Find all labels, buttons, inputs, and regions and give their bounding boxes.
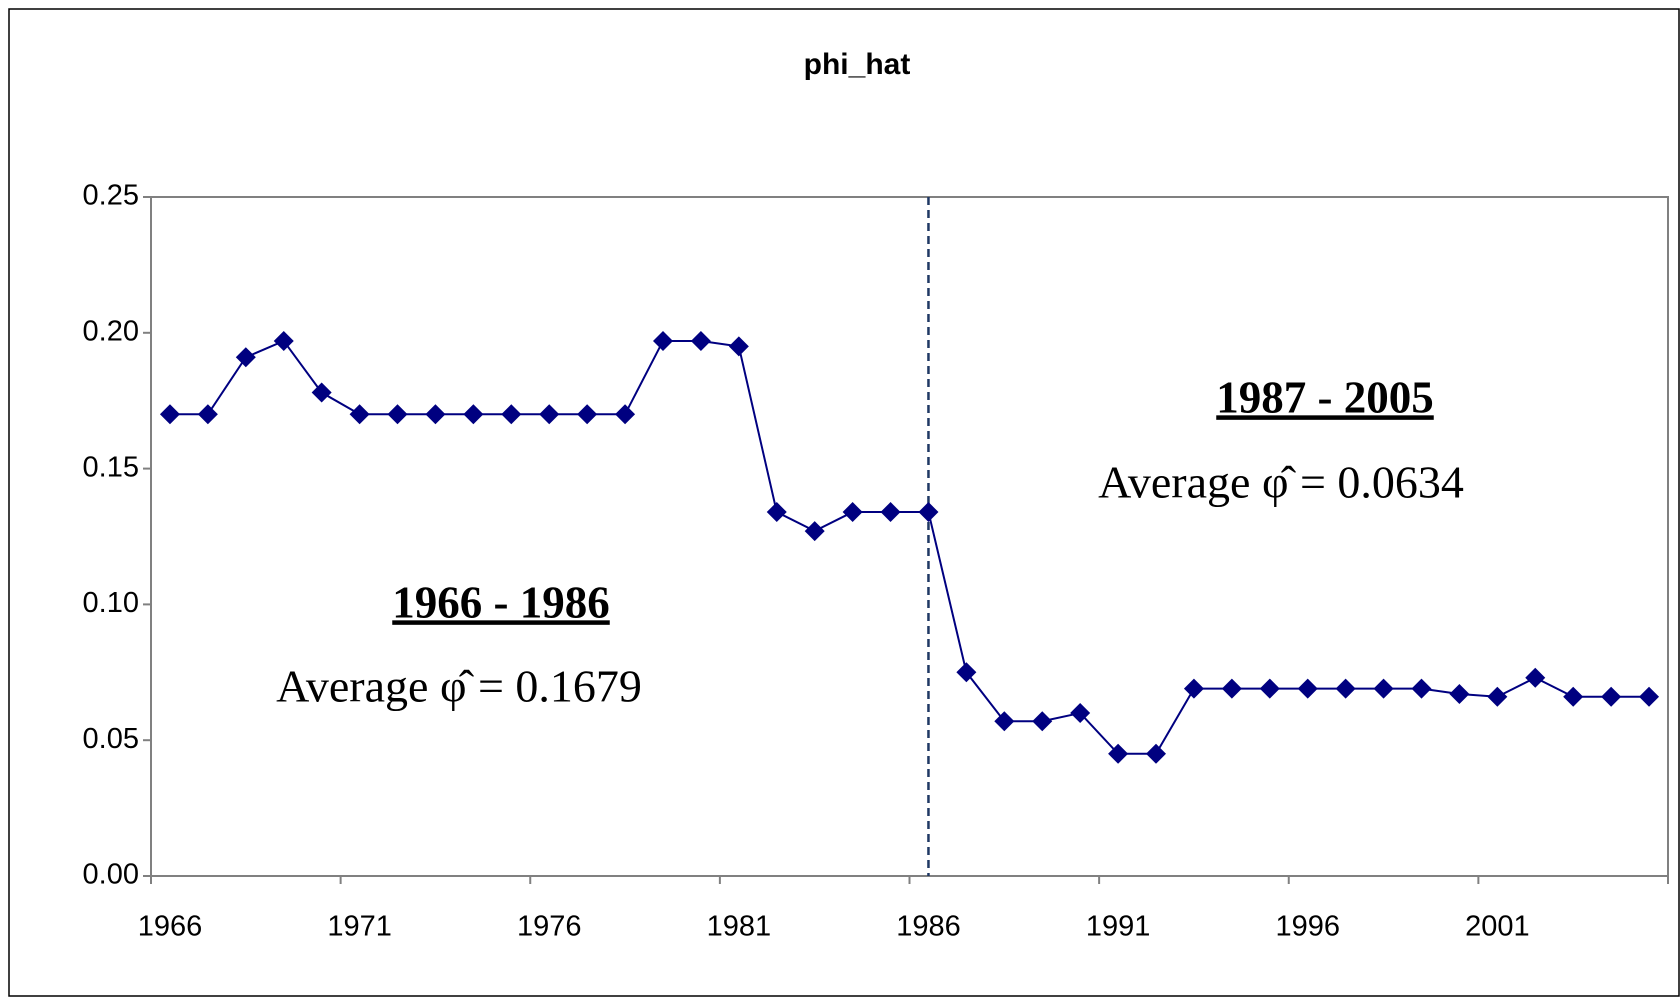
marker bbox=[1108, 743, 1129, 764]
marker bbox=[1183, 678, 1204, 699]
marker bbox=[804, 521, 825, 542]
marker bbox=[615, 404, 636, 425]
plot-area bbox=[150, 196, 1669, 877]
x-tick-label: 1976 bbox=[517, 911, 582, 943]
y-tick-label: 0.25 bbox=[83, 180, 139, 212]
annotation-title: 1987 - 2005 bbox=[1216, 372, 1434, 422]
line bbox=[169, 339, 1650, 755]
annotation-text: Average φ̂ = 0.0634 bbox=[1098, 457, 1464, 508]
marker bbox=[652, 330, 673, 351]
marker bbox=[463, 404, 484, 425]
marker bbox=[311, 382, 332, 403]
marker bbox=[918, 502, 939, 523]
x-tick-label: 1986 bbox=[896, 911, 961, 943]
marker bbox=[956, 662, 977, 683]
marker bbox=[842, 502, 863, 523]
marker bbox=[577, 404, 598, 425]
x-tick-label: 1966 bbox=[138, 911, 203, 943]
marker bbox=[1411, 678, 1432, 699]
marker bbox=[159, 404, 180, 425]
y-tick-label: 0.10 bbox=[83, 587, 139, 619]
marker bbox=[1487, 686, 1508, 707]
y-tick-label: 0.15 bbox=[83, 451, 139, 483]
marker bbox=[766, 502, 787, 523]
chart-title: phi_hat bbox=[804, 48, 911, 81]
x-tick-label: 1996 bbox=[1275, 911, 1340, 943]
marker bbox=[1070, 703, 1091, 724]
marker bbox=[1221, 678, 1242, 699]
marker bbox=[1525, 667, 1546, 688]
marker bbox=[1601, 686, 1622, 707]
marker bbox=[1146, 743, 1167, 764]
x-tick-label: 1991 bbox=[1086, 911, 1151, 943]
marker bbox=[1639, 686, 1660, 707]
marker bbox=[273, 330, 294, 351]
marker bbox=[349, 404, 370, 425]
marker bbox=[690, 330, 711, 351]
x-tick-label: 1971 bbox=[327, 911, 392, 943]
y-tick-label: 0.20 bbox=[83, 315, 139, 347]
marker bbox=[425, 404, 446, 425]
y-tick-label: 0.05 bbox=[83, 723, 139, 755]
marker bbox=[994, 711, 1015, 732]
x-tick-label: 2001 bbox=[1465, 911, 1530, 943]
marker bbox=[1449, 684, 1470, 705]
marker bbox=[539, 404, 560, 425]
marker bbox=[1297, 678, 1318, 699]
marker bbox=[1373, 678, 1394, 699]
y-tick-label: 0.00 bbox=[83, 859, 139, 891]
annotation-text: Average φ̂ = 0.1679 bbox=[276, 661, 642, 712]
marker bbox=[1335, 678, 1356, 699]
marker bbox=[880, 502, 901, 523]
marker bbox=[235, 347, 256, 368]
marker bbox=[1032, 711, 1053, 732]
marker bbox=[1259, 678, 1280, 699]
marker bbox=[1563, 686, 1584, 707]
annotation-title: 1966 - 1986 bbox=[392, 577, 610, 627]
marker bbox=[501, 404, 522, 425]
x-tick-label: 1981 bbox=[707, 911, 772, 943]
marker bbox=[728, 336, 749, 357]
marker bbox=[387, 404, 408, 425]
marker bbox=[197, 404, 218, 425]
